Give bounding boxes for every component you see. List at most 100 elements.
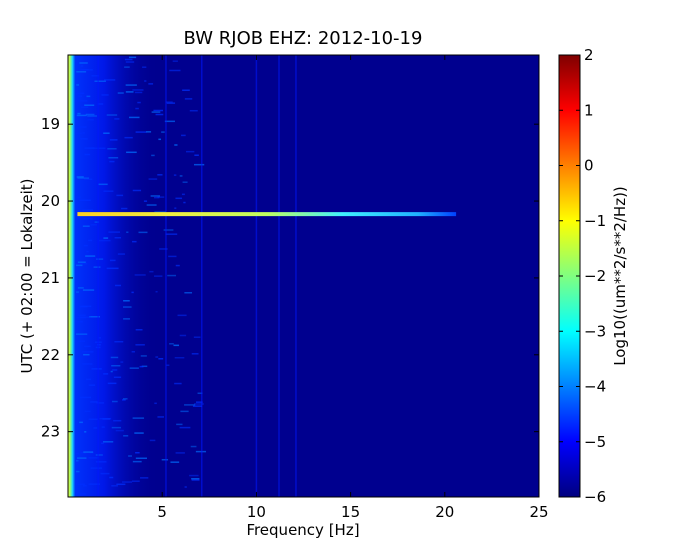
noise-speckle-mark [193, 336, 201, 338]
noise-speckle-mark [149, 270, 154, 273]
noise-speckle-mark [140, 355, 147, 357]
noise-speckle-mark [155, 290, 158, 293]
noise-speckle-mark [175, 197, 183, 200]
noise-speckle-mark [116, 194, 124, 197]
noise-speckle-mark [141, 365, 148, 368]
noise-speckle-mark [184, 486, 187, 488]
noise-speckle-mark [101, 442, 104, 445]
noise-speckle-mark [157, 416, 165, 418]
noise-speckle-mark [94, 221, 100, 223]
noise-speckle-mark [121, 207, 128, 210]
noise-speckle-mark [154, 211, 166, 213]
noise-speckle-mark [108, 156, 119, 159]
noise-speckle-mark [197, 392, 203, 395]
x-tick-label: 10 [247, 503, 266, 521]
noise-speckle-mark [114, 118, 120, 120]
colorbar-label: Log10((um**2/s**2/Hz)) [611, 186, 629, 366]
noise-speckle-mark [185, 150, 195, 153]
noise-speckle-mark [123, 435, 129, 437]
noise-speckle-mark [98, 183, 108, 186]
noise-speckle-mark [84, 431, 87, 433]
noise-speckle-mark [135, 131, 147, 133]
noise-speckle-mark [180, 410, 189, 413]
noise-speckle-mark [169, 343, 174, 345]
noise-speckle-mark [84, 147, 95, 149]
noise-speckle-mark [91, 368, 102, 370]
noise-speckle-mark [184, 98, 193, 100]
noise-speckle-mark [135, 344, 145, 346]
noise-speckle-mark [85, 113, 95, 116]
noise-speckle-mark [111, 485, 118, 487]
noise-speckle-mark [75, 479, 79, 481]
noise-speckle-mark [75, 285, 79, 287]
noise-speckle-mark [76, 340, 86, 342]
noise-speckle-mark [125, 84, 137, 86]
noise-speckle-mark [102, 418, 110, 420]
noise-speckle-mark [134, 274, 146, 276]
noise-speckle-mark [88, 483, 100, 485]
x-axis-label: Frequency [Hz] [246, 521, 359, 539]
noise-speckle-mark [80, 138, 88, 140]
noise-speckle-mark [96, 402, 105, 404]
noise-speckle-mark [76, 71, 87, 73]
plot-area [68, 55, 539, 497]
colorbar-tick-label: −5 [584, 433, 606, 451]
noise-speckle-mark [78, 314, 86, 317]
noise-speckle-mark [76, 114, 87, 117]
noise-speckle-mark [76, 84, 80, 86]
noise-speckle-mark [132, 417, 145, 419]
noise-speckle-mark [110, 356, 119, 359]
noise-speckle-mark [179, 426, 191, 429]
x-tick-label: 25 [529, 503, 548, 521]
noise-speckle-mark [80, 106, 89, 109]
noise-speckle-mark [148, 178, 158, 180]
noise-speckle-mark [84, 153, 91, 156]
noise-speckle-mark [132, 189, 142, 192]
colorbar-tick-label: −2 [584, 267, 606, 285]
noise-speckle-mark [75, 470, 80, 473]
noise-speckle-mark [86, 250, 89, 253]
noise-speckle-mark [179, 175, 183, 177]
noise-speckle-mark [106, 114, 118, 116]
noise-speckle-mark [94, 147, 106, 150]
noise-speckle-mark [85, 378, 91, 381]
noise-speckle-mark [87, 119, 94, 121]
noise-speckle-mark [179, 334, 187, 337]
noise-speckle-mark [77, 112, 81, 115]
noise-speckle-mark [123, 318, 130, 320]
noise-speckle-mark [90, 467, 102, 469]
x-tick-label: 15 [341, 503, 360, 521]
noise-speckle-mark [79, 421, 83, 424]
x-axis-ticks: 5 10 15 20 25 [157, 55, 549, 521]
noise-speckle-mark [98, 337, 101, 339]
noise-speckle-mark [138, 231, 148, 234]
noise-speckle-mark [114, 284, 121, 287]
noise-speckle-mark [75, 264, 83, 267]
noise-speckle-mark [131, 351, 135, 353]
noise-speckle-mark [165, 233, 178, 235]
colorbar-tick-label: 1 [584, 101, 594, 119]
noise-speckle-mark [189, 474, 199, 477]
noise-speckle-mark [191, 353, 199, 355]
noise-speckle-mark [103, 237, 109, 239]
noise-speckle-mark [78, 199, 91, 202]
colorbar-ticks: −6 −5 −4 −3 −2 −1 0 1 2 [559, 46, 606, 506]
noise-speckle-mark [189, 109, 198, 112]
y-axis-ticks: 19 20 21 22 23 [41, 115, 539, 441]
noise-speckle-mark [83, 244, 88, 247]
noise-speckle-mark [132, 240, 137, 243]
noise-speckle-mark [194, 154, 199, 156]
noise-speckle-mark [112, 369, 118, 371]
noise-speckle-mark [193, 163, 205, 166]
noise-speckle-mark [132, 89, 144, 91]
noise-speckle-mark [82, 289, 95, 291]
noise-speckle-mark [116, 483, 126, 486]
noise-speckle-mark [82, 132, 85, 134]
noise-speckle-mark [191, 479, 200, 481]
colorbar-tick-label: −6 [584, 488, 606, 506]
noise-speckle-mark [112, 400, 118, 403]
noise-speckle-mark [140, 477, 149, 479]
noise-speckle-mark [134, 432, 144, 434]
noise-speckle-mark [125, 61, 135, 63]
noise-speckle-mark [126, 151, 137, 154]
